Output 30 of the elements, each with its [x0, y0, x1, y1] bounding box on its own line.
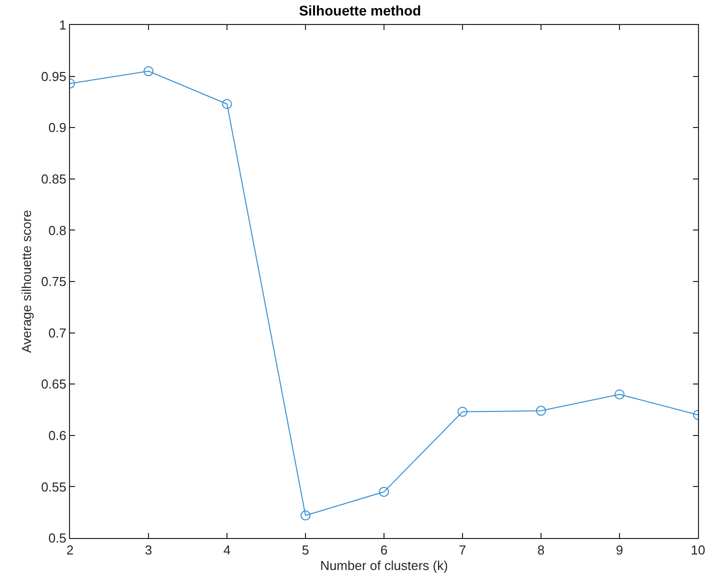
- point: [222, 99, 232, 109]
- point: [144, 66, 154, 76]
- y-tick-label: 0.6: [48, 428, 66, 443]
- y-tick-label: 0.75: [41, 274, 66, 290]
- y-tick-label: 1: [59, 18, 66, 33]
- x-tick-label: 3: [144, 542, 152, 558]
- x-tick-label: 6: [380, 542, 388, 558]
- x-tick-label: 7: [458, 542, 466, 558]
- y-tick-label: 0.8: [48, 222, 66, 238]
- x-tick-label: 8: [537, 542, 545, 558]
- y-axis-title: Average silhouette score: [19, 210, 34, 353]
- y-tick-label: 0.5: [48, 530, 66, 546]
- y-tick-label: 0.95: [41, 68, 66, 84]
- y-tick-label: 0.85: [41, 171, 66, 186]
- y-tick-label: 0.7: [48, 325, 66, 340]
- y-tick-label: 0.9: [48, 120, 66, 136]
- point: [536, 406, 546, 416]
- point: [300, 510, 310, 520]
- x-axis-title: Number of clusters (k): [320, 558, 448, 574]
- x-tick-label: 10: [690, 542, 706, 558]
- y-tick-label: 0.55: [41, 479, 66, 494]
- chart-title: Silhouette method: [298, 2, 422, 19]
- x-tick-label: 4: [223, 542, 231, 558]
- point: [379, 486, 389, 497]
- x-tick-label: 9: [616, 542, 624, 558]
- x-tick-label: 5: [302, 542, 310, 558]
- y-tick-label: 0.65: [41, 376, 66, 392]
- x-tick-label: 2: [66, 542, 74, 558]
- point: [458, 406, 468, 417]
- point: [614, 389, 624, 400]
